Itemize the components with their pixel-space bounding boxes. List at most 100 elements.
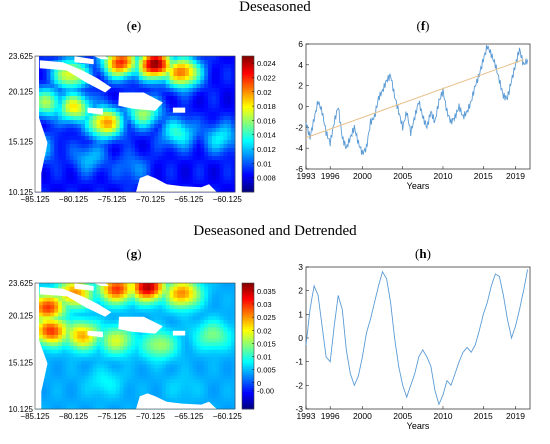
heatmap-cell xyxy=(42,132,47,137)
heatmap-cell xyxy=(111,320,117,325)
colorbar-cell xyxy=(242,67,254,70)
heatmap-cell xyxy=(185,316,190,321)
heatmap-cell xyxy=(54,144,59,149)
heatmap-cell xyxy=(73,108,78,113)
heatmap-cell xyxy=(208,297,213,302)
heatmap-cell xyxy=(231,375,236,380)
heatmap-cell xyxy=(142,148,147,153)
series-line xyxy=(305,45,529,155)
heatmap-cell xyxy=(77,338,82,343)
heatmap-cell xyxy=(188,320,194,325)
colorbar-cell xyxy=(242,390,254,393)
colorbar-tick-label: 0.02 xyxy=(257,326,272,335)
heatmap-cell xyxy=(108,283,113,288)
heatmap-cell xyxy=(104,164,109,169)
heatmap-cell xyxy=(85,353,90,358)
heatmap-cell xyxy=(54,283,59,288)
heatmap-cell xyxy=(165,390,171,395)
heatmap-cell xyxy=(131,394,136,399)
heatmap-cell xyxy=(115,305,121,310)
heatmap-cell xyxy=(204,168,209,173)
heatmap-cell xyxy=(204,331,209,336)
heatmap-cell xyxy=(100,60,105,65)
heatmap-cell xyxy=(142,286,147,291)
heatmap-cell xyxy=(77,136,82,141)
heatmap-cell xyxy=(42,100,47,105)
heatmap-cell xyxy=(88,168,94,173)
heatmap-cell xyxy=(146,64,151,69)
heatmap-cell xyxy=(131,168,136,173)
heatmap-cell xyxy=(123,401,128,406)
heatmap-cell xyxy=(177,100,182,105)
heatmap-cell xyxy=(42,56,47,61)
heatmap-cell xyxy=(142,56,147,61)
heatmap-cell xyxy=(61,160,67,165)
heatmap-cell xyxy=(38,100,44,105)
heatmap-cell xyxy=(119,112,124,117)
heatmap-cell xyxy=(227,331,232,336)
heatmap-cell xyxy=(111,331,117,336)
heatmap-cell xyxy=(96,327,101,332)
heatmap-cell xyxy=(131,152,136,157)
heatmap-cell xyxy=(173,88,178,93)
heatmap-cell xyxy=(127,334,132,339)
heatmap-cell xyxy=(231,160,236,165)
heatmap-cell xyxy=(138,148,144,153)
heatmap-cell xyxy=(92,383,97,388)
colorbar-cell xyxy=(242,333,254,336)
heatmap-cell xyxy=(173,136,178,141)
heatmap-cell xyxy=(169,342,174,347)
heatmap-cell xyxy=(142,353,147,358)
heatmap-cell xyxy=(69,379,74,384)
heatmap-cell xyxy=(111,397,117,402)
heatmap-cell xyxy=(215,305,221,310)
heatmap-cell xyxy=(42,172,47,177)
heatmap-cell xyxy=(123,72,128,77)
heatmap-cell xyxy=(81,184,86,189)
heatmap-cell xyxy=(123,116,128,121)
heatmap-cell xyxy=(88,294,94,299)
heatmap-cell xyxy=(85,312,90,317)
heatmap-cell xyxy=(65,60,71,65)
heatmap-cell xyxy=(96,68,101,73)
heatmap-cell xyxy=(165,342,171,347)
heatmap-cell xyxy=(50,353,55,358)
heatmap-cell xyxy=(123,124,128,129)
y-tick-label: 6 xyxy=(298,39,303,49)
heatmap-cell xyxy=(150,160,155,165)
heatmap-cell xyxy=(38,331,44,336)
heatmap-cell xyxy=(104,394,109,399)
heatmap-cell xyxy=(88,144,94,149)
heatmap-cell xyxy=(142,386,147,391)
heatmap-cell xyxy=(161,346,167,351)
heatmap-cell xyxy=(46,96,51,101)
heatmap-cell xyxy=(185,312,190,317)
heatmap-cell xyxy=(142,312,147,317)
heatmap-cell xyxy=(81,327,86,332)
heatmap-cell xyxy=(146,342,151,347)
colorbar-cell xyxy=(242,335,254,338)
colorbar-cell xyxy=(242,162,254,166)
heatmap-cell xyxy=(173,152,178,157)
heatmap-cell xyxy=(196,297,201,302)
heatmap-cell xyxy=(192,290,197,295)
heatmap-cell xyxy=(150,156,155,161)
heatmap-cell xyxy=(54,132,59,137)
heatmap-cell xyxy=(81,353,86,358)
heatmap-cell xyxy=(104,68,109,73)
heatmap-cell xyxy=(61,116,67,121)
colorbar-cell xyxy=(242,295,254,299)
heatmap-cell xyxy=(96,152,101,157)
heatmap-cell xyxy=(119,64,124,69)
heatmap-cell xyxy=(208,342,213,347)
heatmap-cell xyxy=(200,338,205,343)
heatmap-cell xyxy=(165,124,171,129)
heatmap-cell xyxy=(108,405,113,410)
heatmap-cell xyxy=(111,92,117,97)
heatmap-cell xyxy=(104,353,109,358)
heatmap-cell xyxy=(69,390,74,395)
heatmap-cell xyxy=(50,338,55,343)
heatmap-cell xyxy=(181,164,186,169)
heatmap-cell xyxy=(223,305,228,310)
x-tick-label: 2019 xyxy=(506,171,525,181)
